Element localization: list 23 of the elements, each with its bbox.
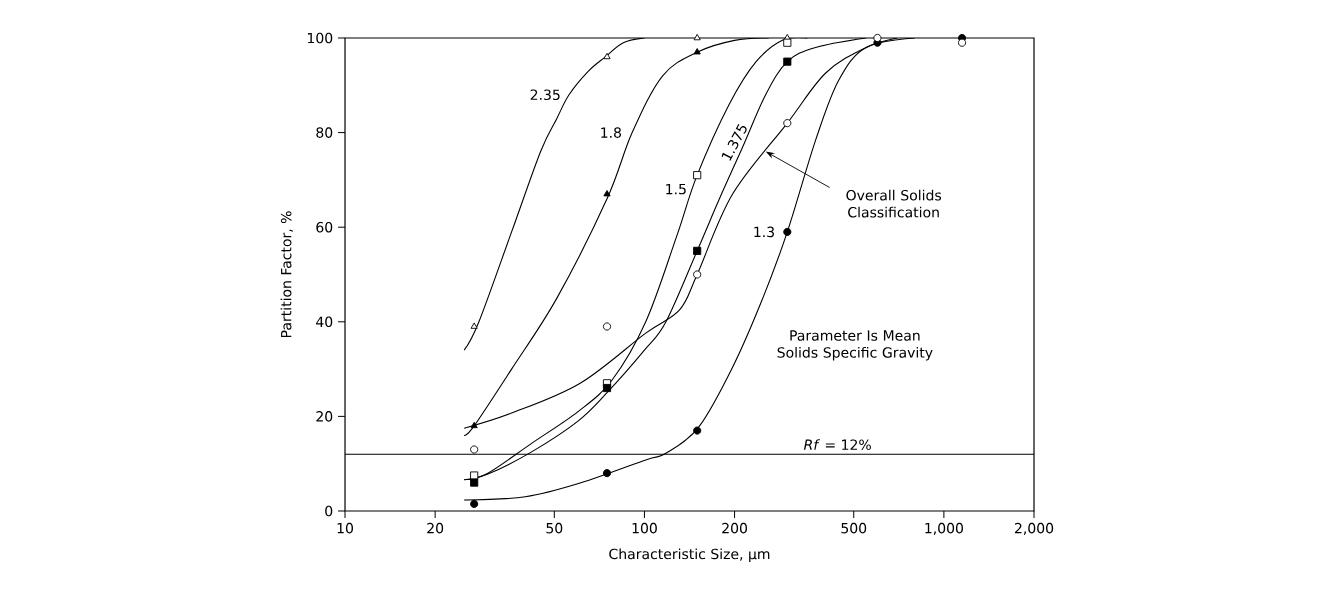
y-tick-label: 60 — [316, 221, 333, 233]
y-tick-label: 100 — [307, 32, 333, 44]
x-tick-label: 1,000 — [925, 522, 963, 535]
ref-line-label: Rf = 12% — [803, 439, 871, 451]
series-label: 1.3 — [754, 226, 774, 238]
y-tick-label: 20 — [316, 411, 333, 422]
y-tick-label: 40 — [316, 316, 333, 328]
x-tick-label: 500 — [841, 522, 867, 534]
x-tick-label: 200 — [722, 522, 747, 534]
y-axis-title: Partition Factor, % — [280, 211, 293, 338]
annotation: Overall Solids Classification — [846, 189, 942, 218]
x-tick-label: 10 — [337, 522, 353, 534]
series-label: 1.5 — [666, 183, 686, 195]
annotation: Parameter Is Mean Solids Specific Gravity — [777, 330, 933, 361]
x-tick-label: 100 — [632, 522, 657, 534]
x-tick-label: 20 — [427, 522, 444, 534]
series-label: 1.8 — [601, 127, 622, 138]
y-tick-label: 80 — [316, 127, 333, 138]
x-tick-label: 50 — [546, 522, 563, 534]
y-tick-label: 0 — [325, 505, 333, 517]
x-tick-label: 2,000 — [1014, 522, 1054, 535]
x-axis-title: Characteristic Size, µm — [609, 548, 770, 562]
series-label: 2.35 — [530, 89, 560, 101]
